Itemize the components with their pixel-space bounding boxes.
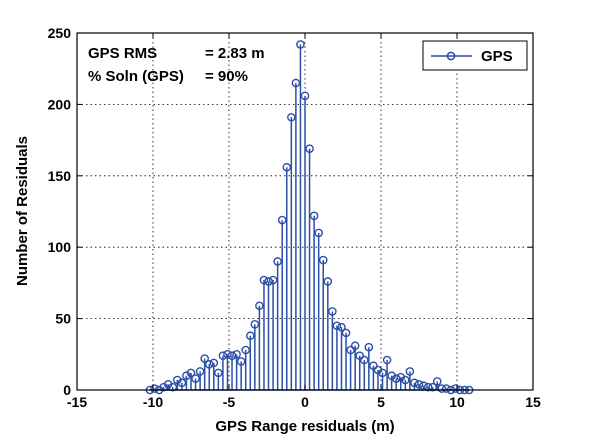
- stem-marker: [391, 374, 401, 383]
- stem-marker: [401, 375, 410, 385]
- stem-marker: [214, 368, 223, 378]
- stem-marker: [432, 377, 442, 386]
- stem-marker: [186, 368, 196, 378]
- stem-marker: [359, 355, 369, 365]
- stem-marker: [364, 342, 374, 352]
- stem-marker: [287, 112, 296, 122]
- stem-marker: [232, 349, 241, 359]
- stem-marker: [419, 381, 428, 391]
- stem-marker: [204, 359, 214, 369]
- stem-marker: [218, 351, 228, 361]
- x-tick-label: -10: [143, 394, 163, 410]
- stem-marker: [437, 384, 447, 393]
- annotation-rms-label: GPS RMS: [88, 45, 157, 62]
- legend-box: [422, 40, 528, 71]
- x-tick-label: 5: [377, 394, 385, 410]
- y-tick-label: 50: [55, 311, 71, 327]
- y-tick-label: 0: [63, 382, 71, 398]
- x-tick-label: 15: [525, 394, 541, 410]
- stem-marker: [200, 354, 209, 363]
- stem-marker: [382, 355, 392, 365]
- stem-marker: [341, 328, 351, 338]
- stem-marker: [355, 351, 365, 361]
- x-axis-label: GPS Range residuals (m): [215, 418, 394, 435]
- stem-marker: [168, 382, 178, 392]
- stem-marker: [282, 162, 292, 172]
- stem-marker: [300, 91, 310, 101]
- stem-marker: [150, 384, 159, 393]
- stem-marker: [346, 345, 355, 355]
- stem-marker: [378, 368, 387, 378]
- stem-marker: [273, 257, 282, 266]
- stem-marker: [328, 307, 337, 316]
- stem-marker: [255, 301, 264, 311]
- stem-marker: [451, 384, 460, 393]
- y-tick-label: 250: [48, 25, 72, 41]
- data-stems: [145, 40, 474, 395]
- x-tick-label: -15: [67, 394, 87, 410]
- stem-marker: [191, 374, 200, 383]
- annotation-soln-label: % Soln (GPS): [88, 68, 184, 85]
- stem-marker: [442, 384, 451, 393]
- stem-marker: [369, 361, 378, 371]
- stem-marker: [264, 277, 273, 286]
- x-tick-label: 0: [301, 394, 309, 410]
- y-tick-label: 200: [48, 96, 72, 112]
- y-axis-label: Number of Residuals: [14, 136, 31, 286]
- stem-marker: [277, 215, 287, 225]
- stem-marker: [318, 255, 328, 265]
- stem-marker: [291, 78, 301, 88]
- stem-marker: [405, 367, 415, 376]
- legend: GPS: [422, 40, 528, 71]
- stem-marker: [428, 382, 437, 392]
- y-tick-label: 150: [48, 168, 72, 184]
- x-tick-label: -5: [223, 394, 236, 410]
- stem-marker: [236, 357, 246, 366]
- stem-marker: [296, 40, 305, 49]
- stem-marker: [250, 320, 260, 329]
- stem-marker: [259, 275, 269, 285]
- stem-marker: [268, 275, 278, 285]
- stem-marker: [241, 345, 251, 355]
- stem-marker: [209, 358, 219, 368]
- stem-marker: [223, 349, 232, 359]
- stem-marker: [423, 382, 433, 392]
- legend-label: GPS: [481, 48, 513, 65]
- annotation-rms-value: = 2.83 m: [205, 45, 265, 62]
- stem-marker: [332, 321, 342, 331]
- annotation-soln-value: = 90%: [205, 68, 248, 85]
- stem-marker: [177, 378, 187, 388]
- stem-marker: [245, 331, 255, 341]
- stem-marker: [227, 351, 237, 361]
- y-tick-label: 100: [48, 239, 72, 255]
- stem-marker: [350, 341, 360, 351]
- stem-marker: [305, 144, 314, 153]
- stem-marker: [309, 211, 319, 221]
- stem-marker: [195, 367, 205, 376]
- stem-marker: [314, 228, 323, 238]
- stem-marker: [323, 277, 333, 286]
- x-tick-label: 10: [449, 394, 465, 410]
- stem-marker: [337, 322, 346, 332]
- stem-marker: [414, 379, 424, 389]
- stem-marker: [410, 378, 419, 388]
- legend-marker: [446, 51, 456, 61]
